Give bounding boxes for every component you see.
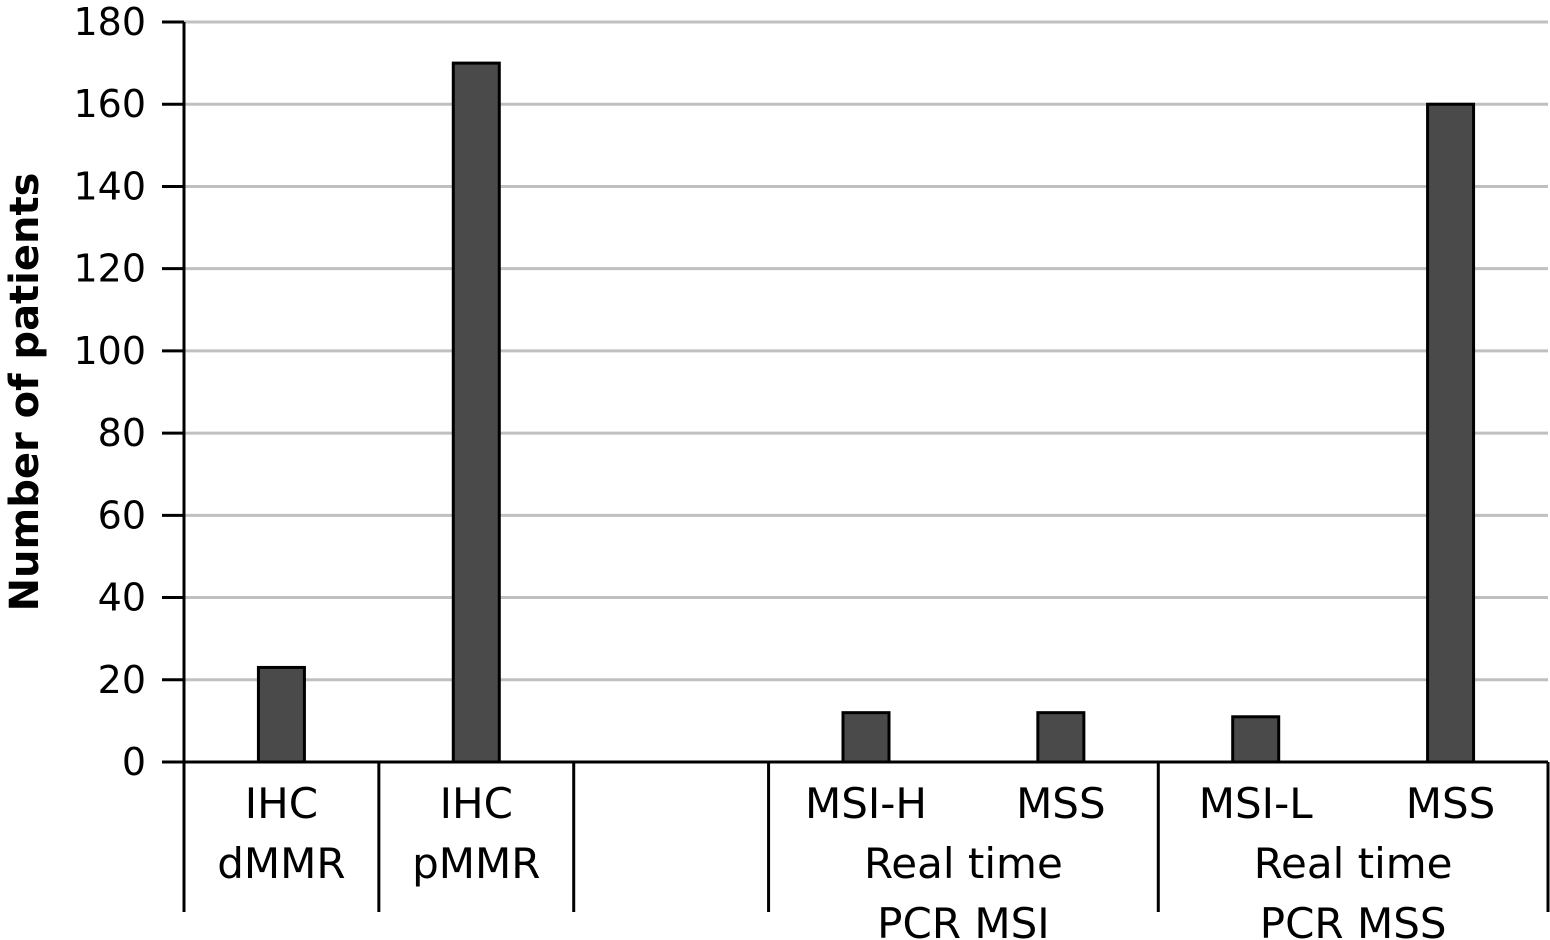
bars: [256, 61, 1476, 764]
y-tick-label: 40: [98, 576, 146, 620]
y-tick-label: 100: [73, 329, 146, 373]
bar: [841, 711, 891, 764]
y-tick-labels: 0 20 40 60 80 100 120 140 160 180: [73, 0, 184, 784]
category-label: IHC: [245, 779, 318, 828]
category-label: MSI-H: [805, 779, 927, 828]
y-axis-label: Number of patients: [2, 173, 48, 612]
group-labels: Real time PCR MSI Real time PCR MSS: [864, 839, 1453, 940]
category-label: MSS: [1406, 779, 1496, 828]
y-tick-label: 180: [73, 0, 146, 44]
category-labels: IHC dMMR IHC pMMR MSI-H MSS MSI-L MSS: [217, 779, 1495, 888]
y-tick-label: 120: [73, 247, 146, 291]
group-label: PCR MSI: [877, 899, 1049, 940]
group-label: Real time: [1254, 839, 1453, 888]
y-tick-label: 160: [73, 82, 146, 126]
bar: [1036, 711, 1086, 764]
gridlines: [184, 20, 1548, 682]
category-label: IHC: [440, 779, 513, 828]
bar: [256, 665, 306, 764]
y-tick-label: 140: [73, 164, 146, 208]
group-label: PCR MSS: [1260, 899, 1447, 940]
category-label: pMMR: [412, 839, 540, 888]
bar: [451, 61, 501, 764]
category-label: MSS: [1016, 779, 1106, 828]
bar: [1231, 715, 1281, 764]
y-tick-label: 0: [122, 740, 146, 784]
y-tick-label: 80: [98, 411, 146, 455]
y-tick-label: 60: [98, 493, 146, 537]
group-label: Real time: [864, 839, 1063, 888]
bar: [1426, 102, 1476, 764]
y-tick-label: 20: [98, 658, 146, 702]
category-label: dMMR: [217, 839, 345, 888]
axes: [182, 22, 1550, 912]
category-label: MSI-L: [1199, 779, 1313, 828]
